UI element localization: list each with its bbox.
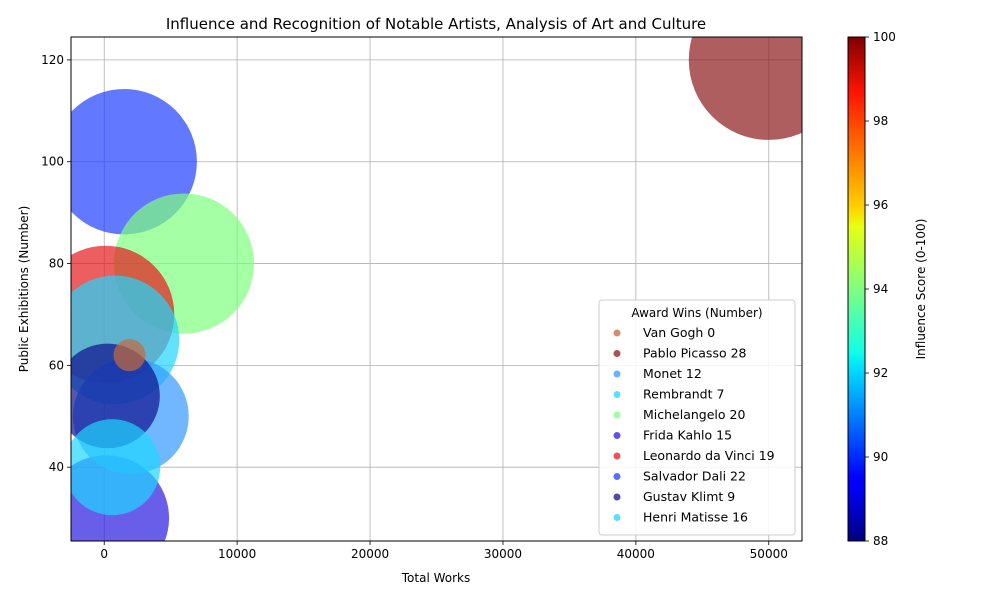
legend-marker (613, 350, 621, 357)
y-tick-label: 100 (41, 155, 64, 169)
colorbar-tick-label: 92 (873, 366, 888, 380)
colorbar-label: Influence Score (0-100) (914, 219, 928, 360)
legend-entry-label: Michelangelo 20 (643, 407, 745, 422)
legend-entry-label: Gustav Klimt 9 (643, 489, 735, 504)
colorbar-tick-label: 94 (873, 282, 888, 296)
y-axis-label: Public Exhibitions (Number) (17, 206, 31, 373)
x-tick-label: 30000 (484, 547, 522, 561)
y-tick-label: 60 (49, 358, 64, 372)
colorbar: 88 90 92 94 96 98 100 Influence Score (0-100) (847, 30, 928, 548)
colorbar-tick-label: 90 (873, 450, 888, 464)
x-tick-label: 20000 (351, 547, 389, 561)
x-tick-label: 50000 (750, 547, 788, 561)
legend-marker (613, 370, 621, 378)
chart-title: Influence and Recognition of Notable Art… (166, 15, 706, 33)
bubble-rembrandt (71, 419, 161, 516)
legend: Award Wins (Number) Van Gogh 0 Pablo Pica… (598, 299, 796, 536)
legend-marker (613, 432, 621, 439)
legend-marker (613, 493, 621, 501)
y-tick-label: 80 (49, 257, 64, 271)
x-axis-ticks: 0 10000 20000 30000 40000 50000 (100, 541, 788, 561)
legend-entry-label: Leonardo da Vinci 19 (643, 448, 775, 463)
legend-marker (613, 514, 621, 521)
colorbar-tick-label: 100 (873, 30, 896, 44)
colorbar-tick-label: 98 (873, 114, 888, 128)
x-tick-label: 40000 (617, 547, 655, 561)
colorbar-tick-label: 96 (873, 198, 888, 212)
legend-entry-label: Rembrandt 7 (643, 387, 724, 402)
y-tick-label: 40 (49, 460, 64, 474)
bubble-pablo-picasso (688, 37, 802, 140)
bubble-gustav-klimt (71, 343, 160, 449)
legend-entry-label: Henri Matisse 16 (643, 510, 748, 525)
legend-marker (613, 391, 621, 398)
legend-entry-label: Salvador Dali 22 (643, 469, 746, 484)
y-tick-label: 120 (41, 53, 64, 67)
data-points (71, 37, 802, 541)
x-tick-label: 10000 (218, 547, 256, 561)
legend-items: Van Gogh 0 Pablo Picasso 28 Monet 12 Rembra… (613, 325, 775, 525)
plot-area-frame (70, 36, 803, 542)
bubble-van-gogh (113, 339, 146, 372)
colorbar-ticks: 88 90 92 94 96 98 100 (865, 30, 896, 548)
x-axis-label: Total Works (401, 571, 470, 585)
legend-marker (613, 473, 621, 480)
legend-marker (613, 452, 621, 460)
legend-entry-label: Van Gogh 0 (643, 325, 715, 340)
legend-entry-label: Monet 12 (643, 366, 702, 381)
legend-entry-label: Frida Kahlo 15 (643, 428, 732, 443)
legend-marker (613, 411, 621, 419)
legend-title: Award Wins (Number) (631, 306, 762, 320)
legend-marker (613, 329, 621, 337)
colorbar-gradient (847, 36, 866, 542)
legend-frame (598, 299, 796, 536)
legend-entry-label: Pablo Picasso 28 (643, 346, 747, 361)
colorbar-tick-label: 88 (873, 534, 888, 548)
y-axis-ticks: 40 60 80 100 120 (41, 53, 71, 474)
x-tick-label: 0 (100, 547, 108, 561)
